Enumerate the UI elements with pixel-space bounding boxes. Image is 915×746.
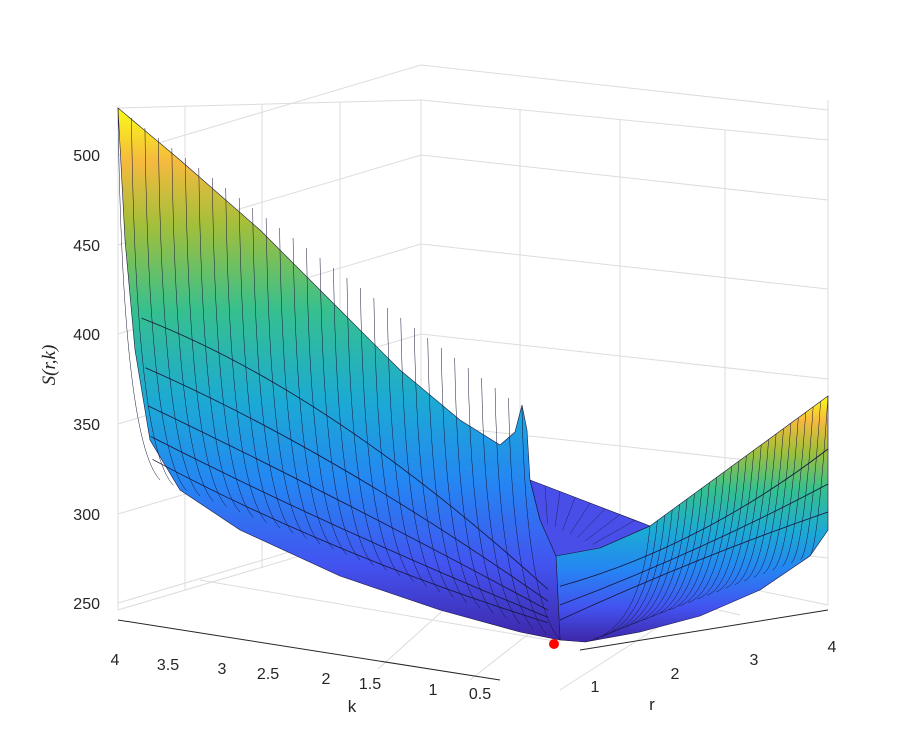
mesh-line	[809, 395, 829, 557]
r-tick-label: 4	[828, 639, 837, 656]
mesh-line	[508, 397, 547, 635]
z-tick-label: 500	[73, 148, 100, 165]
mesh-line	[360, 287, 401, 577]
z-axis-label: S(r,k)	[39, 345, 60, 386]
mesh-line	[440, 347, 481, 609]
mesh-line	[577, 508, 606, 538]
r-tick-label: 2	[671, 666, 680, 683]
mesh-line	[252, 207, 294, 534]
z-tick-label: 450	[73, 238, 100, 255]
mesh-line	[791, 406, 814, 564]
mesh-line	[529, 479, 541, 521]
mesh-line	[346, 277, 387, 571]
k-tick-label: 3.5	[157, 657, 179, 674]
k-tick-label: 2.5	[257, 666, 279, 683]
mesh-line	[559, 448, 829, 587]
mesh-line	[559, 511, 829, 621]
mesh-line	[650, 488, 703, 618]
mesh-line	[117, 107, 161, 481]
mesh-line	[762, 423, 792, 575]
mesh-line	[592, 520, 636, 545]
mesh-line	[554, 491, 561, 528]
mesh-line	[521, 407, 561, 641]
mesh-line	[697, 460, 740, 600]
k-axis-label: k	[348, 697, 357, 716]
mesh-line	[279, 227, 321, 545]
mesh-line	[494, 387, 534, 630]
mesh-line	[544, 485, 548, 524]
mesh-line	[373, 297, 414, 582]
mesh-line	[319, 257, 361, 561]
mesh-line	[734, 439, 769, 585]
mesh-line	[559, 483, 829, 606]
mesh-line	[659, 482, 710, 614]
mesh-line	[212, 177, 254, 518]
z-tick-label: 350	[73, 417, 100, 434]
k-tick-label: 1.5	[359, 676, 381, 693]
mesh-line	[148, 405, 549, 611]
k-axis-ticks: 4 3.5 3 2.5 2 1.5 1 0.5	[111, 652, 492, 703]
r-axis-label: r	[649, 695, 655, 714]
z-tick-label: 250	[73, 596, 100, 613]
z-tick-label: 300	[73, 507, 100, 524]
mesh-line	[414, 327, 454, 598]
mesh-line	[800, 401, 821, 560]
mesh-line	[569, 502, 591, 535]
mesh-line	[781, 412, 806, 567]
mesh-line	[454, 357, 494, 614]
mesh-line	[641, 493, 695, 621]
mesh-line	[716, 450, 755, 593]
mesh-line	[225, 187, 267, 523]
mesh-line	[141, 317, 549, 590]
k-tick-label: 4	[111, 652, 120, 669]
mesh-line	[427, 337, 467, 603]
k-tick-label: 2	[322, 671, 331, 688]
mesh-line	[678, 471, 725, 607]
mesh-line	[387, 307, 427, 587]
mesh-line	[467, 367, 507, 619]
mesh-line	[584, 525, 651, 643]
surface-mesh	[117, 107, 829, 643]
mesh-line	[198, 167, 241, 513]
mesh-line	[753, 428, 784, 578]
mesh-line	[772, 417, 799, 571]
mesh-line	[688, 466, 732, 603]
mesh-line	[292, 237, 334, 550]
mesh-line	[562, 497, 576, 531]
mesh-line	[158, 137, 201, 497]
mesh-line	[594, 520, 658, 639]
mesh-line	[306, 247, 347, 555]
mesh-line	[725, 444, 762, 589]
mesh-line	[706, 455, 747, 596]
mesh-line	[152, 459, 549, 624]
mesh-line	[400, 317, 441, 593]
k-tick-label: 3	[218, 661, 227, 678]
z-tick-label: 400	[73, 327, 100, 344]
r-tick-label: 3	[750, 652, 759, 669]
axis-lines	[117, 609, 829, 681]
mesh-line	[238, 197, 281, 529]
k-tick-label: 0.5	[469, 686, 491, 703]
mesh-line	[150, 436, 549, 618]
mesh-line	[669, 477, 717, 610]
mesh-line	[265, 217, 307, 539]
k-tick-label: 1	[429, 682, 438, 699]
r-axis-ticks: 1 2 3 4	[591, 639, 837, 696]
mesh-line	[599, 525, 651, 549]
mesh-line	[131, 117, 174, 486]
r-tick-label: 1	[591, 679, 600, 696]
mesh-line	[744, 433, 777, 582]
z-axis-ticks: 250 300 350 400 450 500	[73, 148, 100, 613]
mesh-line	[145, 367, 549, 602]
minimum-marker	[549, 639, 559, 649]
mesh-line	[584, 514, 621, 542]
z-gridline	[117, 64, 829, 156]
mesh-line	[144, 127, 187, 491]
mesh-line	[185, 157, 227, 507]
